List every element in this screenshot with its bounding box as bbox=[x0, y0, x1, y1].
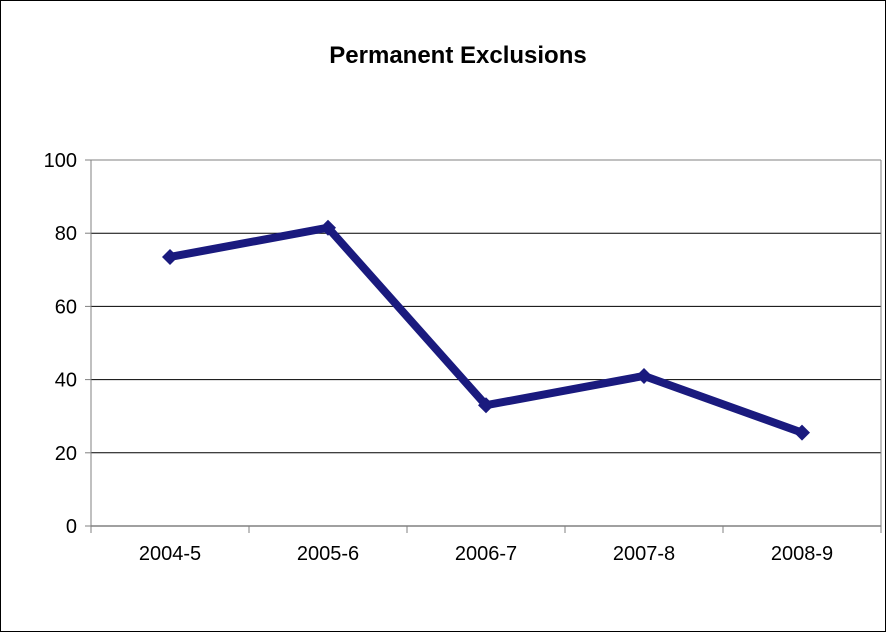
data-point-2008-9 bbox=[794, 424, 810, 441]
x-tick-label-1: 2005-6 bbox=[297, 543, 359, 565]
x-tick-labels: 2004-5 2005-6 2006-7 2007-8 2008-9 bbox=[139, 543, 833, 565]
series-layer bbox=[162, 219, 810, 441]
y-tick-label-4: 80 bbox=[55, 223, 77, 245]
chart-title: Permanent Exclusions bbox=[329, 42, 586, 69]
y-tick-label-0: 0 bbox=[66, 516, 77, 538]
x-tick-label-3: 2007-8 bbox=[613, 543, 675, 565]
data-point-2006-7 bbox=[478, 397, 494, 414]
axes bbox=[85, 159, 882, 533]
data-point-2007-8 bbox=[636, 367, 652, 384]
x-tick-label-4: 2008-9 bbox=[771, 543, 833, 565]
data-point-2005-6 bbox=[320, 219, 336, 236]
y-tick-labels: 0 20 40 60 80 100 bbox=[44, 150, 77, 538]
y-tick-label-3: 60 bbox=[55, 296, 77, 318]
y-tick-label-5: 100 bbox=[44, 150, 77, 172]
y-tick-label-2: 40 bbox=[55, 370, 77, 392]
x-tick-label-0: 2004-5 bbox=[139, 543, 201, 565]
data-point-2004-5 bbox=[162, 248, 178, 265]
y-tick-label-1: 20 bbox=[55, 443, 77, 465]
x-tick-label-2: 2006-7 bbox=[455, 543, 517, 565]
